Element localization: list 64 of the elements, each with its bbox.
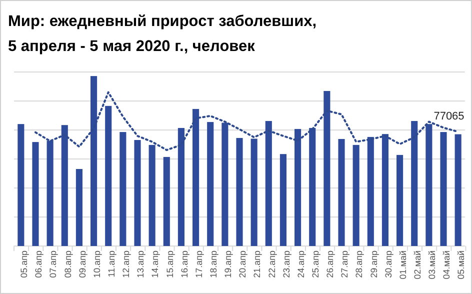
- bar: [222, 122, 228, 246]
- chart-title: Мир: ежедневный прирост заболевших, 5 апреля - 5 мая 2020 г., человек: [8, 13, 317, 55]
- bar: [18, 124, 24, 246]
- bar: [90, 76, 98, 246]
- x-tick-label: 07.апр: [48, 250, 58, 278]
- x-tick-label: 04.май: [442, 250, 452, 280]
- bar: [61, 125, 68, 246]
- x-tick-label: 16.апр: [179, 250, 190, 278]
- x-tick-label: 28.апр: [354, 250, 364, 278]
- x-tick-label: 25.апр: [310, 250, 321, 278]
- bar: [32, 142, 39, 246]
- x-tick-label: 06.апр: [34, 250, 44, 278]
- bar: [280, 154, 286, 246]
- x-tick-label: 19.апр: [223, 250, 234, 278]
- bar: [178, 128, 184, 246]
- x-tick-label: 09.апр: [77, 250, 88, 278]
- data-label: 77065: [434, 110, 464, 122]
- bar: [105, 106, 112, 246]
- x-tick-label: 01.май: [398, 250, 408, 280]
- x-tick-label: 27.апр: [340, 250, 350, 278]
- bar: [192, 108, 200, 246]
- bar: [294, 128, 302, 246]
- x-tick-label: 14.апр: [150, 250, 160, 278]
- x-tick-label: 08.апр: [62, 250, 73, 278]
- bar: [426, 124, 432, 246]
- x-tick-label: 05.май: [456, 250, 466, 280]
- x-tick-label: 24.апр: [296, 250, 306, 278]
- x-tick-label: 05.апр: [19, 250, 30, 278]
- bar: [120, 132, 126, 246]
- bar: [163, 156, 170, 246]
- bar: [324, 90, 330, 246]
- bar: [76, 169, 82, 246]
- bar: [454, 134, 462, 246]
- x-tick-label: 12.апр: [121, 250, 132, 278]
- bar: [148, 144, 156, 246]
- x-tick-label: 30.апр: [383, 250, 394, 278]
- x-tick-label: 11.апр: [106, 250, 117, 278]
- x-tick-label: 22.апр: [266, 250, 277, 278]
- bar: [382, 134, 388, 246]
- x-tick-label: 21.апр: [252, 250, 262, 278]
- x-tick-label: 29.апр: [368, 250, 379, 278]
- bar: [440, 132, 447, 246]
- bar: [250, 138, 258, 246]
- bar: [309, 128, 316, 246]
- x-tick-label: 10.апр: [92, 250, 102, 278]
- x-tick-label: 18.апр: [208, 250, 219, 278]
- bar: [207, 122, 214, 246]
- bar: [265, 121, 272, 246]
- bar: [352, 144, 360, 246]
- x-tick-label: 23.апр: [281, 250, 292, 278]
- x-tick-label: 13.апр: [136, 250, 146, 278]
- bar: [46, 140, 54, 246]
- bar: [396, 154, 404, 246]
- x-tick-label: 15.апр: [164, 250, 175, 278]
- x-tick-label: 20.апр: [238, 250, 248, 278]
- x-tick-label: 17.апр: [194, 250, 204, 278]
- bar: [411, 121, 418, 246]
- bar: [338, 138, 345, 246]
- x-tick-label: 26.апр: [325, 250, 336, 278]
- bar: [236, 138, 243, 246]
- bar: [367, 136, 374, 246]
- x-tick-label: 03.май: [427, 250, 438, 280]
- bar: [134, 140, 141, 246]
- x-tick-label: 02.май: [412, 250, 423, 280]
